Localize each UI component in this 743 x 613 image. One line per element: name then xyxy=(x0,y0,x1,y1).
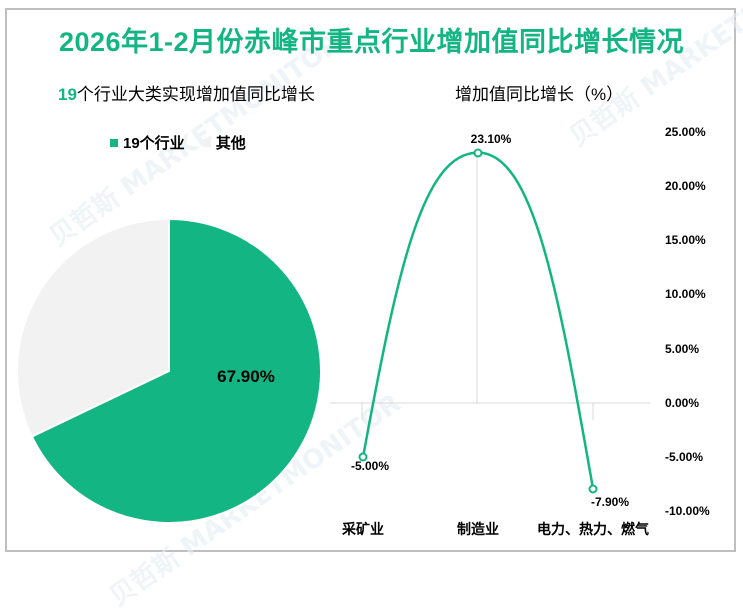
y-tick: 15.00% xyxy=(665,233,706,247)
chart-canvas: 67.90% -5.00% 23.10% -7.90% 25.00% 20.00… xyxy=(16,125,710,537)
pie-legend: 19个行业 其他 xyxy=(110,132,258,153)
legend-label: 其他 xyxy=(215,135,246,152)
data-label: -7.90% xyxy=(591,495,629,509)
pie-subtitle: 19个行业大类实现增加值同比增长 xyxy=(58,80,315,105)
line-chart: -5.00% 23.10% -7.90% 25.00% 20.00% 15.00… xyxy=(330,125,710,537)
y-tick: 10.00% xyxy=(665,287,706,301)
y-tick: 25.00% xyxy=(665,125,706,139)
data-point[interactable] xyxy=(588,484,598,494)
data-point[interactable] xyxy=(358,452,368,462)
legend-swatch xyxy=(110,138,118,147)
x-label: 电力、热力、燃气 xyxy=(537,521,649,537)
y-tick: -5.00% xyxy=(665,450,703,464)
pie-slice-19-industries xyxy=(30,217,322,524)
legend-label: 19个行业 xyxy=(123,135,185,152)
pie-slice-other xyxy=(16,217,170,438)
line-subtitle: 增加值同比增长（%） xyxy=(455,85,624,104)
pie-subtitle-highlight: 19 xyxy=(58,85,77,104)
data-point[interactable] xyxy=(473,148,483,158)
legend-item-other: 其他 xyxy=(202,132,246,153)
y-tick: 20.00% xyxy=(665,179,706,193)
y-tick: -10.00% xyxy=(665,504,710,518)
legend-item-19-industries: 19个行业 xyxy=(110,132,185,153)
series-line xyxy=(361,151,595,489)
x-label: 采矿业 xyxy=(341,521,384,537)
data-label: -5.00% xyxy=(351,459,389,473)
x-label: 制造业 xyxy=(457,521,499,537)
chart-title: 2026年1-2月份赤峰市重点行业增加值同比增长情况 xyxy=(58,27,685,57)
y-tick: 5.00% xyxy=(665,342,699,356)
pie-subtitle-text: 个行业大类实现增加值同比增长 xyxy=(76,85,315,104)
pie-chart: 67.90% xyxy=(16,217,322,524)
pie-data-label: 67.90% xyxy=(217,367,275,386)
y-tick: 0.00% xyxy=(665,396,699,410)
legend-swatch xyxy=(202,138,211,147)
data-label: 23.10% xyxy=(471,132,512,146)
